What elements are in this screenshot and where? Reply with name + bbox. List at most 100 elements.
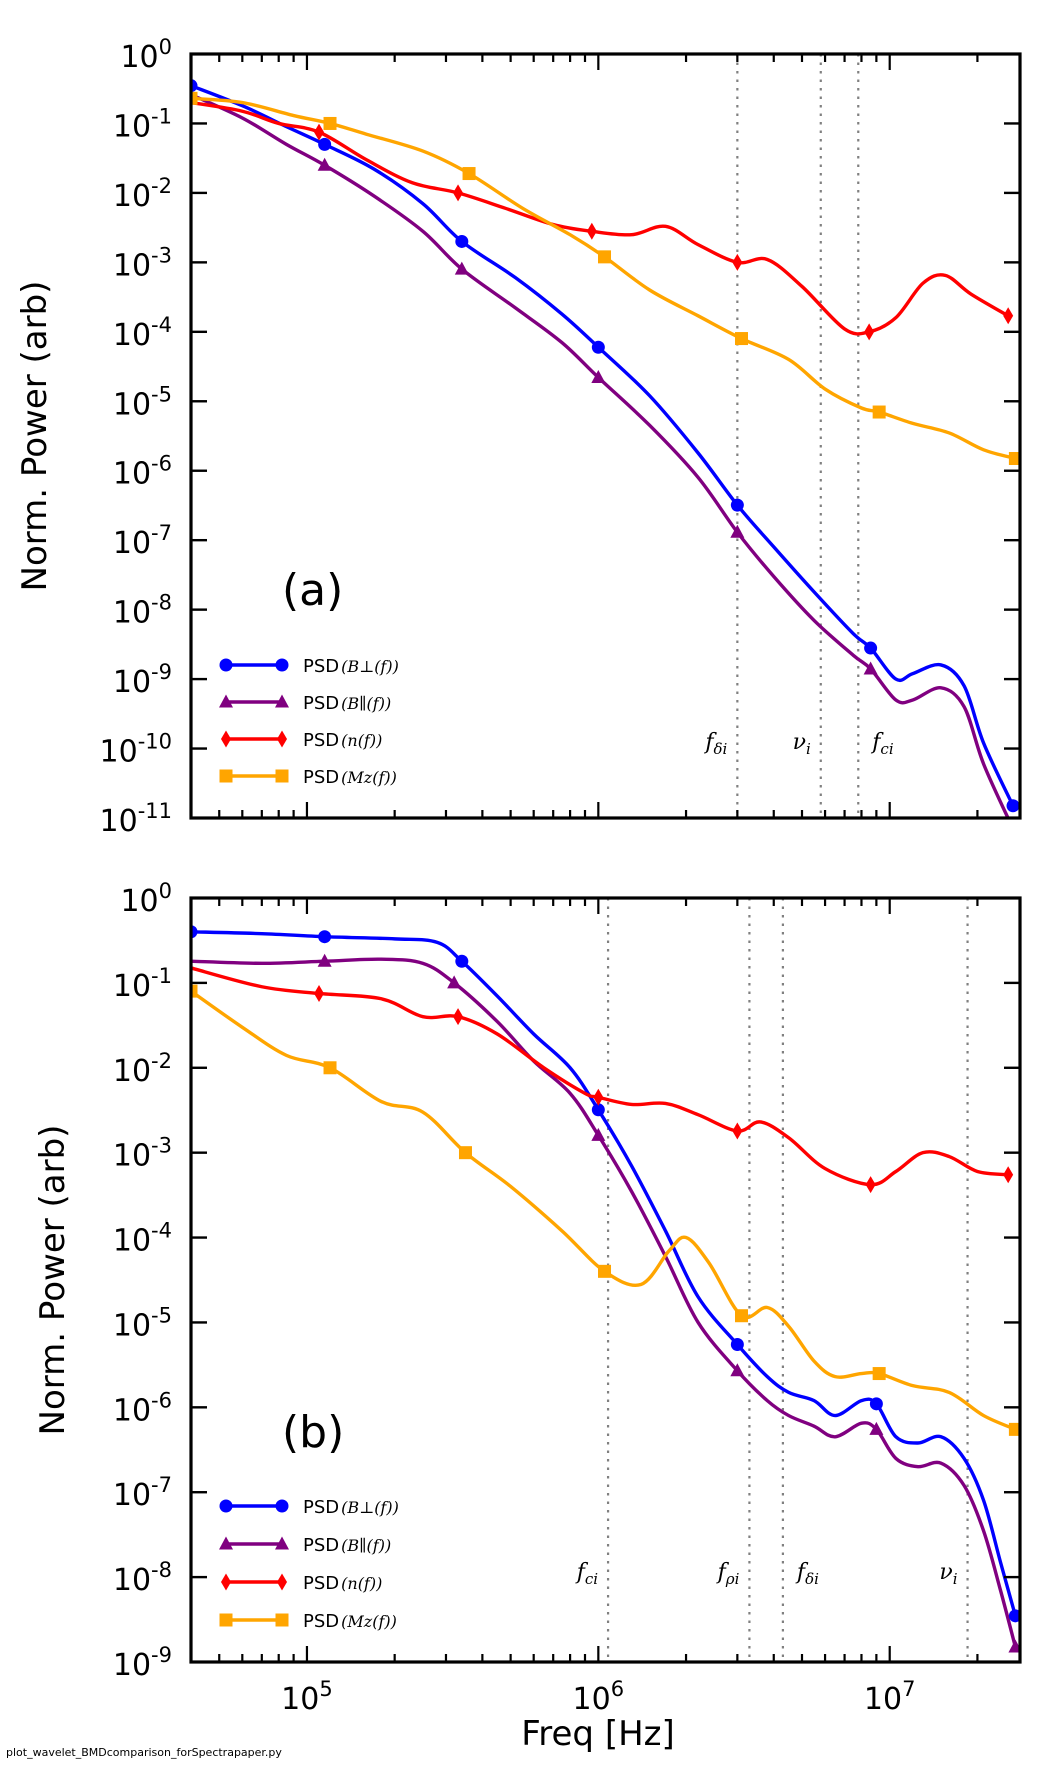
legend-entry-Bperp: PSD (B⊥(f)) [303,1497,399,1518]
y-tick-label-1: 10-1 [113,964,172,1004]
series-line-Bpar [191,957,1018,1648]
legend-entry-Bperp: PSD (B⊥(f)) [303,656,399,677]
legend-entry-Mz: PSD (Mz(f)) [303,1611,397,1632]
series-line-n [191,100,1010,336]
x-tick-label-2: 107 [864,1677,916,1717]
marker-Mz-3 [598,250,612,264]
marker-Mz-3 [598,1264,612,1278]
marker-Bperp-3 [591,340,605,354]
y-tick-label-7: 10-7 [113,521,172,561]
series-line-Mz [191,96,1016,461]
series-line-Bperp [191,930,1018,1617]
legend-marker-start-Bperp [219,658,233,672]
y-tick-label-4: 10-4 [113,313,172,353]
marker-n-0 [314,984,325,1002]
panel-b: fci fρi fδi νi 100 10-1 10-2 10-3 10-4 10-5 10-6 10… [33,879,1022,1717]
marker-Bperp-5 [869,1397,883,1411]
marker-Mz-6 [1008,451,1020,465]
panel-label: (a) [282,565,343,616]
series-line-Mz [191,989,1017,1431]
vline-label-1: νi [793,730,811,758]
y-tick-label-4: 10-4 [113,1219,172,1259]
y-tick-label-6: 10-6 [113,452,172,492]
y-tick-label-8: 10-8 [113,1558,172,1598]
marker-Bpar-1 [454,261,469,275]
panel-a: fδi νi fci 100 10-1 10-2 10-3 10-4 10-5 10-6 10-7 1… [15,35,1022,839]
marker-Bperp-5 [864,641,878,655]
legend-marker-end-Mz [275,1613,289,1627]
y-tick-label-7: 10-7 [113,1473,172,1513]
marker-n-0 [314,123,325,141]
marker-Bperp-3 [591,1103,605,1117]
vline-label-0: fci [575,1560,599,1588]
marker-n-2 [586,222,597,240]
marker-Bpar-0 [317,157,332,171]
marker-Mz-4 [735,332,749,346]
y-tick-label-6: 10-6 [113,1388,172,1428]
y-tick-label-2: 10-2 [113,1049,172,1089]
plot-frame [189,52,1022,820]
y-tick-label-9: 10-9 [113,660,172,700]
y-tick-label-1: 10-1 [113,104,172,144]
marker-Mz-5 [872,405,886,419]
marker-Bperp-6 [1006,799,1020,813]
vline-label-3: νi [939,1560,957,1588]
marker-Bpar-4 [863,661,878,675]
marker-Bperp-2 [455,234,469,248]
marker-Mz-4 [735,1309,749,1323]
marker-n-5 [1003,1166,1014,1184]
y-tick-label-11: 10-11 [100,799,173,839]
series-line-n [191,966,1009,1187]
series-line-Bpar [191,93,1010,818]
legend-entry-Bpar: PSD (B∥(f)) [303,693,391,714]
marker-n-5 [1003,307,1014,325]
marker-n-4 [864,323,875,341]
y-tick-label-10: 10-10 [100,730,173,770]
marker-Bperp-1 [318,930,332,944]
marker-Bpar-2 [591,369,606,383]
marker-Bpar-4 [869,1421,884,1435]
marker-n-2 [593,1088,604,1106]
marker-n-1 [453,184,464,202]
legend-marker-end-Bpar [275,694,289,708]
marker-Mz-1 [323,116,337,130]
marker-n-4 [865,1176,876,1194]
legend-marker-end-n [277,730,287,748]
series-line-Bperp [191,84,1015,807]
y-tick-label-5: 10-5 [113,382,172,422]
y-axis-label: Norm. Power (arb) [33,1125,73,1436]
y-tick-label-9: 10-9 [113,1643,172,1683]
legend-entry-n: PSD (n(f)) [303,730,382,751]
legend-marker-start-Bperp [219,1499,233,1513]
legend-marker-start-Bpar [219,1536,233,1550]
x-axis-label: Freq [Hz] [521,1714,675,1754]
legend-entry-n: PSD (n(f)) [303,1573,382,1594]
y-tick-label-3: 10-3 [113,243,172,283]
vline-label-2: fδi [795,1560,819,1588]
y-axis-label: Norm. Power (arb) [15,281,55,592]
marker-Bperp-0 [191,79,198,93]
marker-Bpar-0 [317,953,332,967]
vline-label-2: fci [870,730,894,758]
legend-marker-end-Bperp [275,1499,289,1513]
marker-Bpar-3 [730,524,745,538]
marker-Mz-2 [458,1146,472,1160]
legend-marker-start-Bpar [219,694,233,708]
script-filename: plot_wavelet_BMDcomparison_forSpectrapap… [6,1746,282,1759]
marker-Bpar-1 [447,975,462,989]
legend-entry-Mz: PSD (Mz(f)) [303,767,397,788]
y-tick-label-0: 100 [120,35,172,75]
marker-n-1 [453,1008,464,1026]
legend: PSD (B⊥(f)) PSD (B∥(f)) PSD (n(f)) PSD (Mz(f)) [219,656,399,788]
marker-Bperp-1 [318,137,332,151]
marker-Mz-6 [1008,1422,1020,1436]
plot-frame [189,896,1022,1664]
marker-Bperp-6 [1008,1609,1020,1623]
y-tick-label-5: 10-5 [113,1303,172,1343]
marker-Mz-5 [872,1367,886,1381]
legend-marker-start-Mz [219,1613,233,1627]
marker-Bpar-3 [730,1363,745,1377]
legend-entry-Bpar: PSD (B∥(f)) [303,1535,391,1556]
vline-label-0: fδi [703,730,727,758]
